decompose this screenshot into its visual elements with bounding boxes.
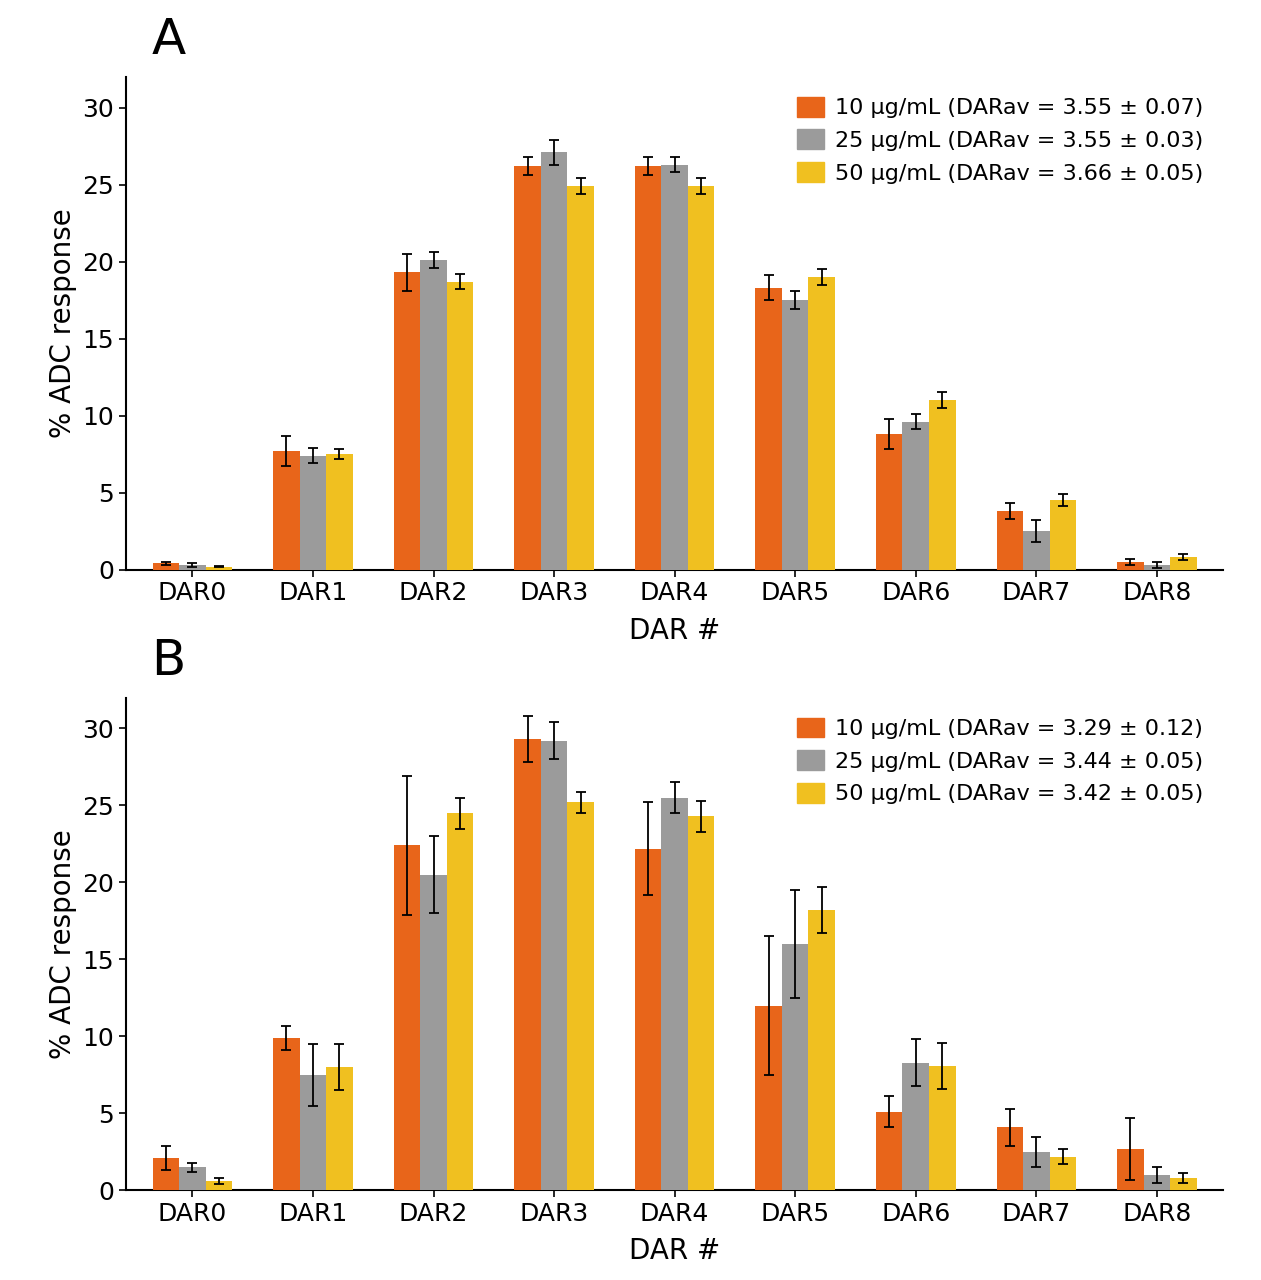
Bar <box>514 739 541 1190</box>
Bar <box>634 849 661 1190</box>
Bar <box>420 874 446 1190</box>
Legend: 10 μg/mL (DARav = 3.55 ± 0.07), 25 μg/mL (DARav = 3.55 ± 0.03), 50 μg/mL (DARav : 10 μg/mL (DARav = 3.55 ± 0.07), 25 μg/mL… <box>788 88 1212 192</box>
Bar <box>661 165 689 570</box>
Bar <box>541 152 567 570</box>
Bar <box>808 910 835 1190</box>
Bar <box>179 1167 206 1190</box>
Bar <box>567 186 594 570</box>
Bar <box>1049 500 1076 570</box>
Y-axis label: % ADC response: % ADC response <box>49 209 77 438</box>
Bar <box>153 1158 179 1190</box>
Bar <box>929 1066 956 1190</box>
X-axis label: DAR #: DAR # <box>629 1238 720 1266</box>
Bar <box>393 273 420 570</box>
Bar <box>1117 1149 1144 1190</box>
Bar <box>689 186 715 570</box>
Bar <box>1023 1152 1049 1190</box>
Bar <box>996 511 1023 570</box>
Bar <box>446 813 473 1190</box>
Bar <box>903 421 929 570</box>
Bar <box>514 166 541 570</box>
Bar <box>420 260 446 570</box>
Bar <box>929 401 956 570</box>
Bar <box>393 846 420 1190</box>
Bar <box>1023 531 1049 570</box>
Bar <box>274 1038 300 1190</box>
Bar <box>300 1075 327 1190</box>
Bar <box>782 300 808 570</box>
Bar <box>327 1068 353 1190</box>
Bar <box>1144 564 1170 570</box>
Bar <box>153 563 179 570</box>
Bar <box>541 741 567 1190</box>
Bar <box>876 1112 903 1190</box>
Bar <box>689 817 715 1190</box>
Bar <box>327 454 353 570</box>
Bar <box>1170 557 1197 570</box>
Text: B: B <box>151 636 185 685</box>
Bar <box>446 282 473 570</box>
Bar <box>755 288 782 570</box>
Bar <box>179 564 206 570</box>
Bar <box>661 797 689 1190</box>
Bar <box>1049 1157 1076 1190</box>
Bar <box>634 166 661 570</box>
Bar <box>274 451 300 570</box>
X-axis label: DAR #: DAR # <box>629 617 720 645</box>
Bar <box>1170 1178 1197 1190</box>
Bar <box>876 434 903 570</box>
Bar <box>755 1006 782 1190</box>
Bar <box>903 1062 929 1190</box>
Legend: 10 μg/mL (DARav = 3.29 ± 0.12), 25 μg/mL (DARav = 3.44 ± 0.05), 50 μg/mL (DARav : 10 μg/mL (DARav = 3.29 ± 0.12), 25 μg/mL… <box>788 709 1212 813</box>
Bar <box>1117 562 1144 570</box>
Bar <box>206 1181 232 1190</box>
Bar <box>782 945 808 1190</box>
Bar <box>808 276 835 570</box>
Bar <box>300 456 327 570</box>
Bar <box>567 803 594 1190</box>
Y-axis label: % ADC response: % ADC response <box>49 829 77 1059</box>
Text: A: A <box>151 15 185 64</box>
Bar <box>1144 1175 1170 1190</box>
Bar <box>206 567 232 570</box>
Bar <box>996 1128 1023 1190</box>
